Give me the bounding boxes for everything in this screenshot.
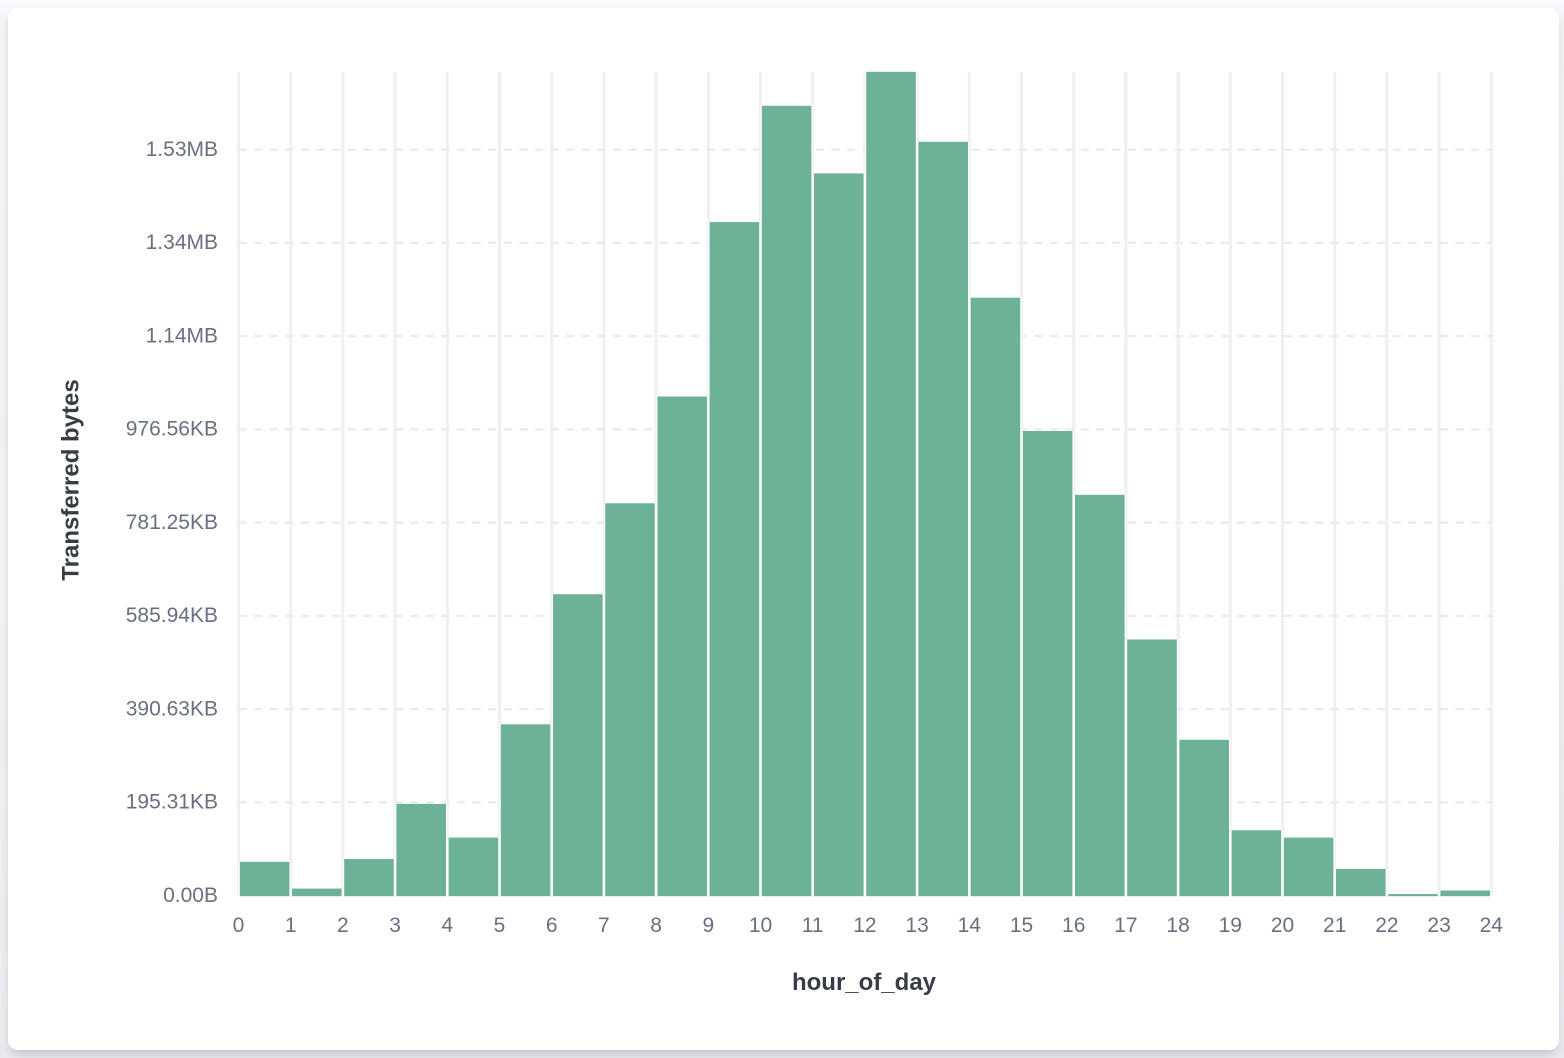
svg-text:Transferred bytes: Transferred bytes	[58, 379, 85, 580]
svg-text:585.94KB: 585.94KB	[126, 604, 218, 627]
svg-text:1: 1	[285, 914, 297, 937]
svg-text:4: 4	[441, 914, 453, 937]
svg-text:195.31KB: 195.31KB	[126, 791, 218, 814]
svg-text:15: 15	[1010, 914, 1033, 937]
svg-text:hour_of_day: hour_of_day	[792, 969, 937, 996]
svg-text:24: 24	[1480, 914, 1504, 937]
svg-text:390.63KB: 390.63KB	[126, 697, 218, 720]
svg-text:18: 18	[1166, 914, 1189, 937]
svg-text:1.14MB: 1.14MB	[146, 324, 218, 347]
svg-text:0: 0	[233, 914, 245, 937]
svg-text:13: 13	[905, 914, 928, 937]
svg-text:21: 21	[1323, 914, 1346, 937]
svg-text:16: 16	[1062, 914, 1085, 937]
svg-text:23: 23	[1427, 914, 1450, 937]
svg-text:19: 19	[1219, 914, 1242, 937]
svg-text:17: 17	[1114, 914, 1137, 937]
svg-text:12: 12	[853, 914, 876, 937]
svg-text:9: 9	[702, 914, 714, 937]
svg-text:0.00B: 0.00B	[163, 884, 218, 907]
svg-text:976.56KB: 976.56KB	[126, 418, 218, 441]
svg-text:1.53MB: 1.53MB	[146, 138, 218, 161]
svg-text:5: 5	[494, 914, 506, 937]
svg-text:6: 6	[546, 914, 558, 937]
svg-text:7: 7	[598, 914, 610, 937]
svg-text:1.34MB: 1.34MB	[146, 231, 218, 254]
svg-text:22: 22	[1375, 914, 1398, 937]
svg-text:2: 2	[337, 914, 349, 937]
svg-text:10: 10	[749, 914, 772, 937]
svg-text:11: 11	[802, 914, 824, 937]
svg-text:3: 3	[389, 914, 401, 937]
svg-text:20: 20	[1271, 914, 1294, 937]
svg-text:8: 8	[650, 914, 662, 937]
svg-text:781.25KB: 781.25KB	[126, 511, 218, 534]
svg-text:14: 14	[958, 914, 982, 937]
